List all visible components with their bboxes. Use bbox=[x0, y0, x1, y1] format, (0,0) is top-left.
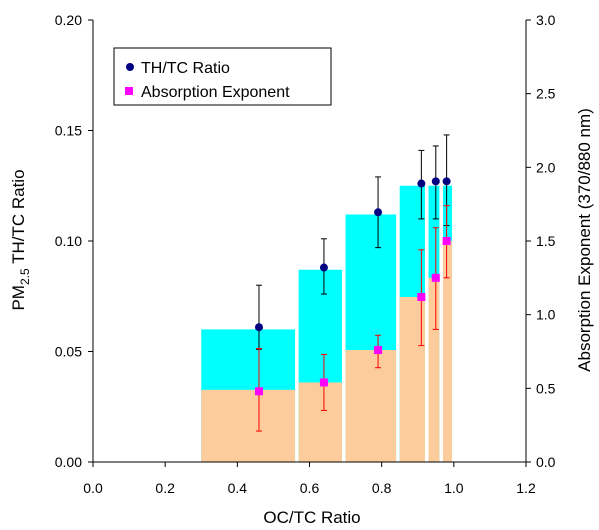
y-tick-label: 0.15 bbox=[55, 123, 82, 139]
y2-tick-label: 2.5 bbox=[536, 86, 556, 102]
y-axis-label-rest: TH/TC Ratio bbox=[9, 169, 28, 268]
x-tick-label: 1.0 bbox=[444, 480, 464, 496]
bars-group bbox=[201, 185, 453, 462]
x-axis-label: OC/TC Ratio bbox=[263, 508, 360, 527]
y-tick-label: 0.20 bbox=[55, 12, 82, 28]
y2-axis-label: Absorption Exponent (370/880 nm) bbox=[575, 108, 594, 372]
y-tick-label: 0.05 bbox=[55, 344, 82, 360]
y-tick-label: 0.00 bbox=[55, 454, 82, 470]
y2-tick-label: 1.5 bbox=[536, 233, 556, 249]
legend-thtc-label: TH/TC Ratio bbox=[141, 60, 230, 77]
y-tick-label: 0.10 bbox=[55, 233, 82, 249]
abs-bar-0 bbox=[201, 389, 296, 462]
abs-point-0 bbox=[254, 387, 263, 396]
thtc-point-5 bbox=[442, 177, 451, 186]
legend-box bbox=[113, 47, 332, 106]
thtc-point-3 bbox=[417, 179, 426, 188]
x-tick-label: 0.0 bbox=[83, 480, 103, 496]
abs-point-3 bbox=[417, 292, 426, 301]
y-axis-label-main: PM bbox=[9, 285, 28, 311]
abs-bar-2 bbox=[345, 350, 397, 462]
x-tick-label: 0.2 bbox=[155, 480, 175, 496]
legend: TH/TC Ratio Absorption Exponent bbox=[113, 47, 332, 106]
x-tick-label: 1.2 bbox=[516, 480, 536, 496]
thtc-point-2 bbox=[374, 208, 383, 217]
y-axis-label-subscript: 2.5 bbox=[18, 268, 32, 285]
thtc-point-1 bbox=[319, 263, 328, 272]
x-tick-label: 0.8 bbox=[372, 480, 392, 496]
error-bars-group bbox=[255, 134, 450, 432]
abs-bar-4 bbox=[428, 277, 440, 462]
x-tick-label: 0.4 bbox=[228, 480, 248, 496]
abs-bar-5 bbox=[443, 241, 453, 462]
legend-thtc-marker bbox=[126, 63, 134, 71]
abs-point-5 bbox=[442, 237, 451, 245]
y2-tick-label: 0.0 bbox=[536, 454, 556, 470]
markers-group bbox=[254, 177, 451, 396]
y2-tick-label: 0.5 bbox=[536, 380, 556, 396]
y-axis-label: PM2.5 TH/TC Ratio bbox=[9, 169, 32, 310]
thtc-point-4 bbox=[431, 177, 440, 186]
abs-point-1 bbox=[319, 378, 328, 387]
abs-point-2 bbox=[374, 346, 383, 355]
ticks-group: 0.0 0.2 0.4 0.6 0.8 1.0 1.2 0.00 0.05 0.10 0.15 0.2… bbox=[55, 12, 556, 496]
legend-abs-label: Absorption Exponent bbox=[141, 84, 290, 101]
y2-tick-label: 3.0 bbox=[536, 12, 556, 28]
thtc-point-0 bbox=[254, 323, 263, 332]
y2-tick-label: 2.0 bbox=[536, 159, 556, 175]
abs-bar-1 bbox=[298, 382, 342, 462]
legend-abs-marker bbox=[125, 87, 133, 95]
x-tick-label: 0.6 bbox=[300, 480, 320, 496]
abs-bar-3 bbox=[399, 296, 425, 462]
abs-point-4 bbox=[431, 273, 440, 282]
y2-tick-label: 1.0 bbox=[536, 307, 556, 323]
